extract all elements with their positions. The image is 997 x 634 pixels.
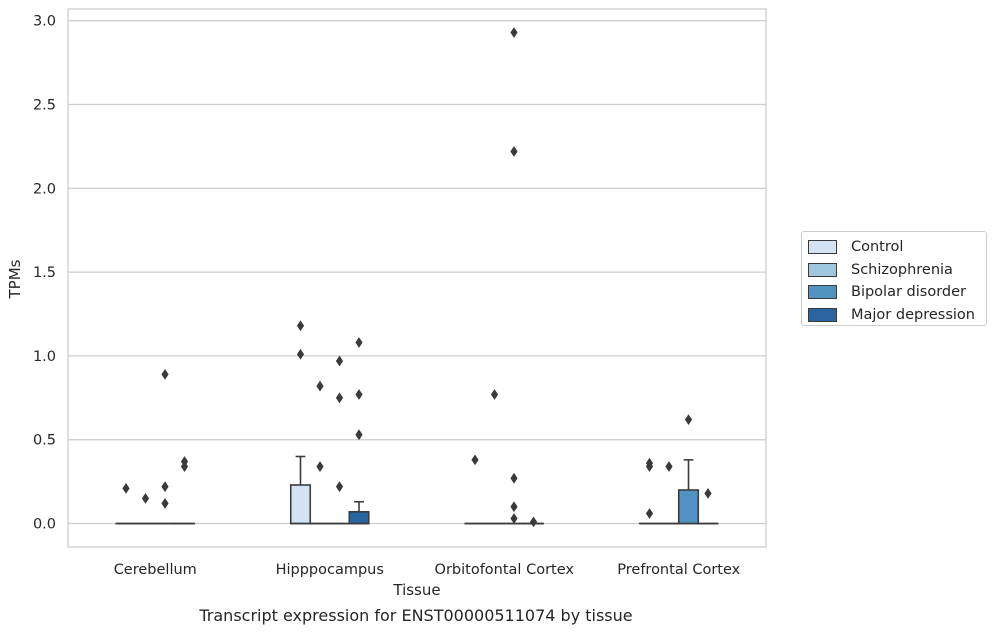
box: [348, 511, 370, 525]
x-tick-label: Cerebellum: [114, 562, 197, 578]
legend-item-bipolar-disorder: Bipolar disorder: [808, 281, 980, 304]
figure-caption: Transcript expression for ENST0000051107…: [199, 606, 633, 625]
outlier-point: [510, 513, 518, 524]
outlier-point: [296, 320, 305, 332]
y-tick-labels: 0.0 0.5 1.0 1.5 2.0 2.5 3.0: [33, 14, 56, 533]
legend-item-major-depression: Major depression: [808, 304, 980, 327]
outlier-point: [355, 429, 363, 441]
legend-swatch-schizophrenia: [808, 262, 837, 277]
box-group: [309, 380, 331, 525]
outlier-point: [665, 461, 673, 472]
outlier-point: [161, 481, 169, 493]
outlier-point: [471, 454, 479, 466]
outlier-point: [355, 337, 363, 348]
outlier-point: [161, 368, 169, 380]
outlier-point: [335, 481, 344, 493]
outlier-point: [122, 482, 130, 494]
x-tick-label: Prefrontal Cortex: [617, 562, 740, 578]
box-group: [503, 27, 525, 525]
legend-label-control: Control: [851, 239, 904, 256]
legend-swatch-control: [808, 240, 837, 255]
legend-label-schizophrenia: Schizophrenia: [851, 261, 953, 278]
box-group: [697, 487, 719, 525]
box-group: [658, 461, 680, 525]
x-axis-label: Tissue: [392, 581, 440, 599]
outlier-point: [490, 389, 499, 400]
gridlines: [68, 20, 766, 525]
outlier-point: [355, 389, 363, 400]
box-group: [483, 389, 506, 525]
legend-item-control: Control: [808, 236, 980, 259]
plot-frame: [67, 8, 767, 548]
outlier-point: [316, 461, 324, 472]
outlier-point: [510, 27, 518, 38]
legend-item-schizophrenia: Schizophrenia: [808, 259, 980, 282]
outlier-point: [316, 380, 324, 392]
box-group: [115, 482, 137, 525]
y-tick-label: 3.0: [33, 14, 56, 30]
box-group: [289, 320, 312, 525]
legend-swatch-bipolar-disorder: [808, 285, 837, 300]
x-tick-label: Orbitofontal Cortex: [435, 562, 575, 578]
outlier-point: [510, 472, 518, 484]
legend: Control Schizophrenia Bipolar disorder M…: [801, 231, 987, 326]
box: [677, 489, 700, 525]
y-tick-label: 0.5: [33, 433, 56, 449]
outlier-point: [180, 456, 189, 467]
outlier-point: [141, 492, 150, 504]
outlier-point: [645, 457, 654, 469]
box-group: [677, 414, 700, 525]
y-tick-label: 0.0: [33, 517, 56, 533]
outlier-point: [704, 487, 712, 499]
y-tick-label: 1.0: [33, 349, 56, 365]
outlier-point: [510, 146, 518, 157]
outlier-point: [645, 508, 654, 519]
outlier-point: [529, 516, 538, 528]
y-tick-label: 2.0: [33, 181, 56, 197]
y-axis-label: TPMs: [6, 259, 24, 299]
box: [289, 484, 312, 525]
box-group: [154, 368, 176, 525]
outlier-point: [335, 355, 344, 367]
y-tick-label: 1.5: [33, 265, 56, 281]
box-group: [522, 516, 545, 528]
outlier-point: [335, 392, 344, 404]
plot-area: [115, 27, 719, 528]
outlier-point: [296, 348, 305, 360]
legend-label-major-depression: Major depression: [851, 306, 975, 323]
box-group: [464, 454, 486, 525]
box-group: [328, 355, 351, 525]
outlier-point: [510, 501, 518, 513]
x-tick-labels: Cerebellum Hipppocampus Orbitofontal Corte…: [114, 562, 741, 578]
box-group: [638, 457, 661, 525]
outlier-point: [161, 498, 169, 509]
box-group: [348, 337, 370, 525]
box-group: [134, 492, 157, 525]
x-tick-label: Hipppocampus: [276, 562, 384, 578]
legend-label-bipolar-disorder: Bipolar disorder: [851, 284, 966, 301]
legend-swatch-major-depression: [808, 307, 837, 322]
outlier-point: [684, 414, 693, 426]
box-group: [173, 456, 196, 525]
y-tick-label: 2.5: [33, 98, 56, 114]
